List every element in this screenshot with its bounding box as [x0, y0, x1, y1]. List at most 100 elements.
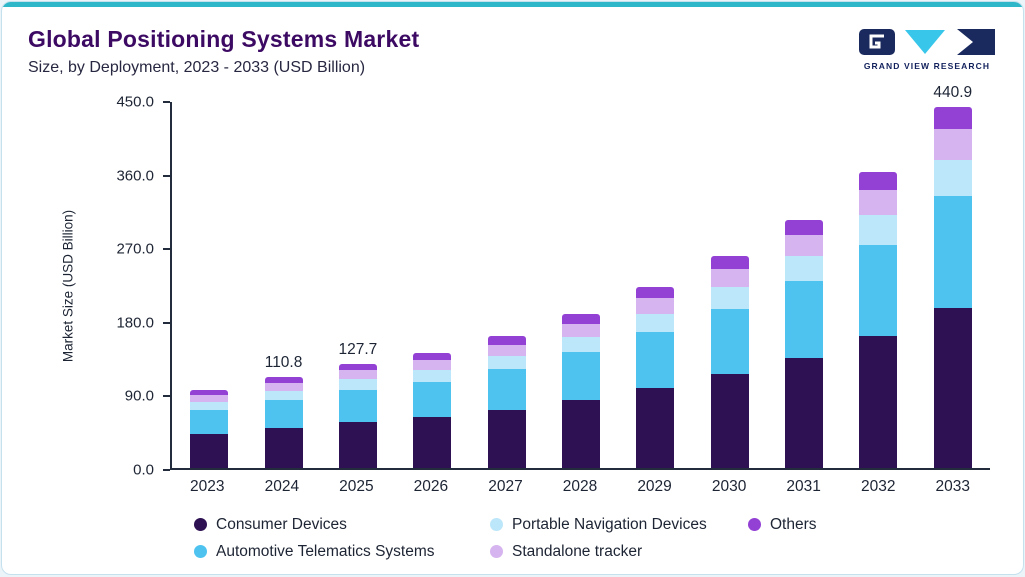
- bar-stack-2031: [785, 220, 824, 468]
- segment-2025-portable-navigation-devices[interactable]: [338, 379, 377, 390]
- segment-2029-automotive-telematics-systems[interactable]: [636, 331, 675, 388]
- bar-2024[interactable]: 110.8: [246, 354, 320, 468]
- segment-2033-others[interactable]: [933, 107, 972, 129]
- segment-2024-others[interactable]: [264, 377, 303, 384]
- segment-2026-standalone-tracker[interactable]: [413, 360, 452, 371]
- y-tick-label: 270.0: [116, 240, 154, 258]
- y-tick-mark: [163, 101, 170, 103]
- y-tick-mark: [163, 321, 170, 324]
- segment-2033-consumer-devices[interactable]: [933, 307, 972, 468]
- segment-2029-others[interactable]: [636, 287, 675, 299]
- segment-2031-standalone-tracker[interactable]: [785, 234, 824, 257]
- y-axis-title: Market Size (USD Billion): [60, 209, 76, 363]
- segment-2032-standalone-tracker[interactable]: [859, 189, 898, 215]
- segment-2030-standalone-tracker[interactable]: [710, 268, 749, 288]
- x-tick-2030: 2030: [711, 478, 747, 495]
- segment-2029-consumer-devices[interactable]: [636, 387, 675, 468]
- segment-2025-standalone-tracker[interactable]: [338, 370, 377, 380]
- segment-2023-consumer-devices[interactable]: [190, 433, 229, 468]
- segment-2031-others[interactable]: [785, 220, 824, 235]
- y-tick-mark: [163, 174, 170, 177]
- bar-2033[interactable]: 440.9: [916, 84, 990, 468]
- segment-2027-portable-navigation-devices[interactable]: [487, 356, 526, 370]
- y-tick-mark: [163, 469, 170, 471]
- segment-2031-automotive-telematics-systems[interactable]: [785, 281, 824, 358]
- segment-2028-portable-navigation-devices[interactable]: [561, 336, 600, 353]
- x-tick-2032: 2032: [860, 478, 896, 495]
- segment-2032-portable-navigation-devices[interactable]: [859, 214, 898, 245]
- logo-glyphs-icon: [859, 29, 995, 55]
- segment-2028-others[interactable]: [561, 314, 600, 324]
- bar-value-label-2024: 110.8: [264, 354, 303, 372]
- legend-item-automotive-telematics-systems[interactable]: Automotive Telematics Systems: [194, 543, 490, 561]
- x-tick-2024: 2024: [264, 478, 300, 495]
- segment-2025-consumer-devices[interactable]: [338, 422, 377, 468]
- bar-2023[interactable]: [172, 389, 246, 468]
- chart-subtitle: Size, by Deployment, 2023 - 2033 (USD Bi…: [28, 59, 366, 76]
- segment-2031-consumer-devices[interactable]: [785, 357, 824, 468]
- bar-2026[interactable]: [395, 353, 469, 468]
- y-tick-label: 90.0: [124, 387, 154, 405]
- bar-2030[interactable]: [693, 256, 767, 468]
- segment-2025-automotive-telematics-systems[interactable]: [338, 389, 377, 423]
- segment-2025-others[interactable]: [338, 363, 377, 371]
- segment-2027-standalone-tracker[interactable]: [487, 344, 526, 356]
- bar-2027[interactable]: [469, 336, 543, 468]
- segment-2029-standalone-tracker[interactable]: [636, 298, 675, 314]
- segment-2026-consumer-devices[interactable]: [413, 417, 452, 468]
- x-tick-2027: 2027: [488, 478, 523, 495]
- segment-2023-standalone-tracker[interactable]: [190, 394, 229, 402]
- segment-2033-portable-navigation-devices[interactable]: [933, 159, 972, 197]
- segment-2032-consumer-devices[interactable]: [859, 336, 898, 468]
- segment-2032-others[interactable]: [859, 172, 898, 190]
- segment-2028-automotive-telematics-systems[interactable]: [561, 352, 600, 401]
- plot-area: 110.8 127.7 440.9: [170, 84, 990, 470]
- segment-2033-standalone-tracker[interactable]: [933, 128, 972, 160]
- segment-2029-portable-navigation-devices[interactable]: [636, 313, 675, 332]
- segment-2030-automotive-telematics-systems[interactable]: [710, 308, 749, 374]
- segment-2027-consumer-devices[interactable]: [487, 409, 526, 468]
- segment-2026-automotive-telematics-systems[interactable]: [413, 381, 452, 418]
- segment-2024-automotive-telematics-systems[interactable]: [264, 400, 303, 429]
- segment-2033-automotive-telematics-systems[interactable]: [933, 196, 972, 308]
- segment-2024-portable-navigation-devices[interactable]: [264, 391, 303, 401]
- bar-2028[interactable]: [544, 314, 618, 468]
- segment-2030-others[interactable]: [710, 256, 749, 269]
- legend-item-consumer-devices[interactable]: Consumer Devices: [194, 516, 490, 534]
- bar-2025[interactable]: 127.7: [321, 341, 395, 468]
- segment-2024-consumer-devices[interactable]: [264, 428, 303, 468]
- x-tick-2023: 2023: [190, 478, 225, 495]
- legend-item-standalone-tracker[interactable]: Standalone tracker: [490, 543, 748, 561]
- legend-label: Portable Navigation Devices: [512, 515, 707, 533]
- legend-dot-icon: [194, 518, 207, 531]
- segment-2030-portable-navigation-devices[interactable]: [710, 287, 749, 309]
- x-tick-2025: 2025: [339, 478, 374, 495]
- segment-2023-others[interactable]: [190, 389, 229, 395]
- segment-2026-portable-navigation-devices[interactable]: [413, 370, 452, 382]
- legend-dot-icon: [194, 545, 207, 558]
- segment-2032-automotive-telematics-systems[interactable]: [859, 244, 898, 337]
- legend-item-others[interactable]: Others: [748, 516, 817, 534]
- bar-value-label-2033: 440.9: [933, 84, 973, 102]
- segment-2030-consumer-devices[interactable]: [710, 373, 749, 468]
- legend-label: Consumer Devices: [216, 515, 347, 533]
- bar-2031[interactable]: [767, 220, 841, 468]
- legend-item-portable-navigation-devices[interactable]: Portable Navigation Devices: [490, 516, 748, 534]
- bar-stack-2023: [190, 389, 229, 468]
- bar-2032[interactable]: [841, 172, 915, 468]
- segment-2026-others[interactable]: [413, 353, 452, 361]
- segment-2028-consumer-devices[interactable]: [561, 400, 600, 468]
- bars: 110.8 127.7 440.9: [172, 84, 990, 468]
- segment-2027-automotive-telematics-systems[interactable]: [487, 369, 526, 410]
- x-tick-2033: 2033: [935, 478, 970, 495]
- segment-2027-others[interactable]: [487, 336, 526, 345]
- bar-2029[interactable]: [618, 287, 692, 468]
- segment-2024-standalone-tracker[interactable]: [264, 383, 303, 392]
- segment-2031-portable-navigation-devices[interactable]: [785, 256, 824, 282]
- segment-2023-portable-navigation-devices[interactable]: [190, 401, 229, 410]
- segment-2023-automotive-telematics-systems[interactable]: [190, 409, 229, 434]
- legend-dot-icon: [490, 518, 503, 531]
- bar-stack-2027: [487, 336, 526, 468]
- segment-2028-standalone-tracker[interactable]: [561, 323, 600, 337]
